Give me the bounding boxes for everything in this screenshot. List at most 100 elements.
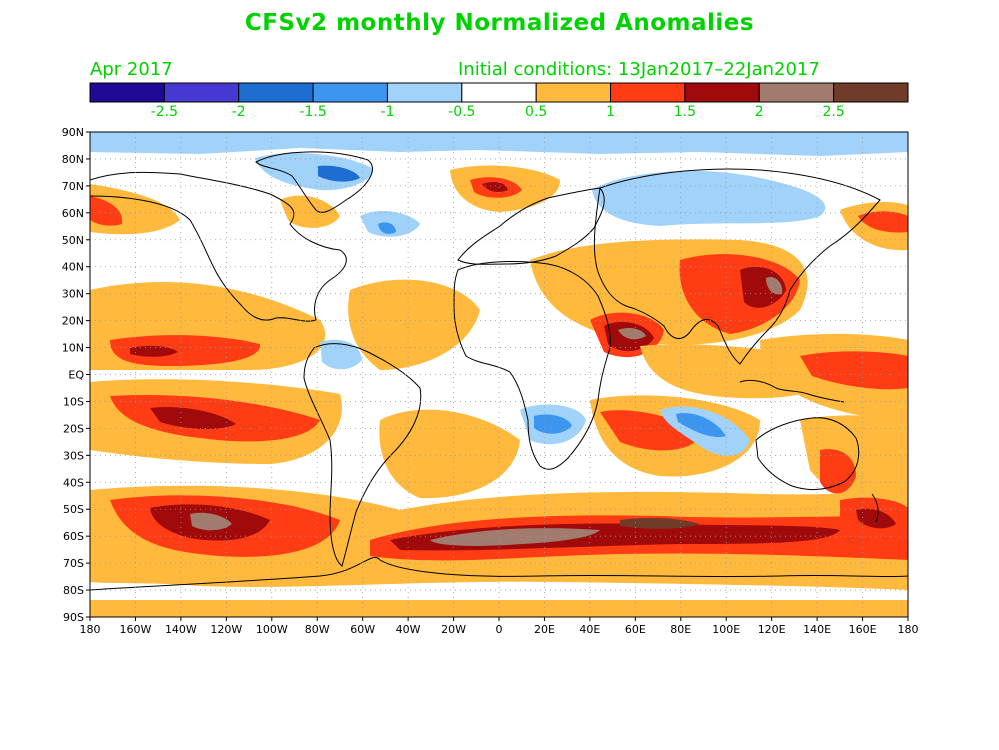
anomaly-red-tropical-pacific-north — [110, 335, 261, 366]
colorbar-label: 1 — [606, 104, 615, 120]
coast-south-america — [303, 343, 422, 567]
longitude-label: 60E — [625, 623, 646, 636]
gridlines — [86, 131, 909, 621]
longitude-label: 180 — [898, 623, 919, 636]
colorbar-boxes — [89, 82, 909, 103]
anomaly-darkred-sw-pacific — [856, 508, 896, 529]
colorbar-box — [535, 82, 612, 103]
latitude-label: EQ — [68, 369, 84, 382]
colorbar-label: -1 — [380, 104, 394, 120]
longitude-label: 40E — [579, 623, 600, 636]
anomaly-orange-australia-east — [800, 415, 908, 510]
longitude-label: 100E — [712, 623, 740, 636]
colorbar-label: -0.5 — [448, 104, 475, 120]
colorbar-label: 2 — [755, 104, 764, 120]
longitude-label: 120E — [758, 623, 786, 636]
colorbar-label: 0.5 — [525, 104, 547, 120]
latitude-label: 30N — [62, 288, 84, 301]
colorbar: -2.5 -2 -1.5 -1 -0.5 0.5 1 1.5 2 2.5 — [89, 82, 909, 120]
colorbar-box — [758, 82, 835, 103]
anomaly-blue-labrador-core — [378, 222, 396, 234]
longitude-label: 80W — [305, 623, 330, 636]
latitude-label: 10N — [62, 342, 84, 355]
anomaly-orange-nw-atlantic — [280, 195, 340, 228]
colorbar-box — [386, 82, 463, 103]
anomaly-red-west-pacific — [800, 351, 908, 390]
latitude-label: 20N — [62, 315, 84, 328]
colorbar-box — [89, 82, 165, 103]
anomaly-darkred-tropical-pacific-north — [130, 345, 178, 357]
colorbar-label: 1.5 — [674, 104, 696, 120]
latitude-label: 40N — [62, 261, 84, 274]
latitude-label: 80S — [63, 584, 84, 597]
longitude-label: 40W — [396, 623, 421, 636]
colorbar-box — [684, 82, 760, 103]
anomaly-red-north-pacific — [858, 211, 908, 233]
longitude-label: 120W — [210, 623, 242, 636]
latitude-label: 60N — [62, 207, 84, 220]
anomaly-orange-antarctic-edge — [90, 600, 908, 617]
anomaly-orange-mid-atlantic — [348, 279, 480, 370]
anomaly-blue-amazon — [320, 339, 362, 370]
colorbar-label: -1.5 — [299, 104, 326, 120]
coast-antarctica — [90, 557, 908, 591]
coast-africa — [453, 261, 611, 470]
longitude-label: 140E — [803, 623, 831, 636]
coast-europe — [457, 187, 605, 265]
latitude-label: 50S — [63, 503, 84, 516]
colorbar-labels: -2.5 -2 -1.5 -1 -0.5 0.5 1 1.5 2 2.5 — [151, 104, 845, 120]
longitude-label: 160W — [120, 623, 152, 636]
longitude-label: 160E — [849, 623, 877, 636]
coast-new-zealand — [871, 493, 879, 523]
latitude-label: 20S — [63, 422, 84, 435]
latitude-label: 50N — [62, 234, 84, 247]
anomaly-darkred-north-atlantic — [482, 182, 508, 192]
anomaly-blue-arctic — [90, 132, 908, 156]
colorbar-label: 2.5 — [823, 104, 845, 120]
latitude-labels: 90N 80N 70N 60N 50N 40N 30N 20N 10N EQ 10S 20S 30S 40… — [62, 126, 85, 624]
anomaly-blue-south-africa-core — [534, 414, 572, 434]
anomaly-brown-east-asia — [766, 276, 783, 295]
colorbar-box — [833, 82, 909, 103]
anomaly-red-west-edge — [90, 196, 123, 226]
initial-conditions: Initial conditions: 13Jan2017–22Jan2017 — [458, 59, 820, 80]
anomaly-blue-siberia — [592, 170, 826, 226]
anomaly-blue-greenland-core — [318, 165, 360, 182]
colorbar-box — [163, 82, 240, 103]
coast-indonesia — [739, 379, 845, 403]
latitude-label: 30S — [63, 449, 84, 462]
colorbar-box — [238, 82, 314, 103]
longitude-label: 180 — [80, 623, 101, 636]
coast-north-america — [90, 171, 347, 322]
coast-asia — [593, 168, 881, 365]
longitude-label: 20E — [534, 623, 555, 636]
anomaly-red-indian-south — [600, 410, 700, 451]
anomaly-blue-indian-ocean-core — [676, 413, 726, 438]
longitude-label: 20W — [441, 623, 466, 636]
longitude-label: 80E — [670, 623, 691, 636]
coast-australia — [755, 417, 860, 490]
colorbar-label: -2.5 — [151, 104, 178, 120]
colorbar-box — [461, 82, 537, 103]
anomaly-orange-south-atlantic — [379, 409, 520, 499]
coast-greenland — [255, 151, 373, 213]
longitude-label: 0 — [496, 623, 503, 636]
latitude-label: 90N — [62, 126, 84, 139]
coastlines — [90, 151, 908, 591]
anomaly-darkbrown-southern-ring — [620, 517, 700, 529]
anomaly-red-tasman — [820, 449, 856, 494]
latitude-label: 70S — [63, 557, 84, 570]
latitude-label: 70N — [62, 180, 84, 193]
latitude-label: 10S — [63, 395, 84, 408]
anomaly-brown-arabia — [618, 328, 646, 340]
colorbar-label: -2 — [232, 104, 246, 120]
latitude-label: 80N — [62, 153, 84, 166]
latitude-label: 60S — [63, 530, 84, 543]
anomaly-darkred-east-asia — [740, 266, 786, 308]
anomaly-fields — [90, 132, 908, 617]
longitude-label: 140W — [165, 623, 197, 636]
anomaly-brown-south-pacific — [190, 512, 232, 531]
longitude-label: 100W — [256, 623, 288, 636]
latitude-label: 90S — [63, 611, 84, 624]
longitude-label: 60W — [350, 623, 375, 636]
